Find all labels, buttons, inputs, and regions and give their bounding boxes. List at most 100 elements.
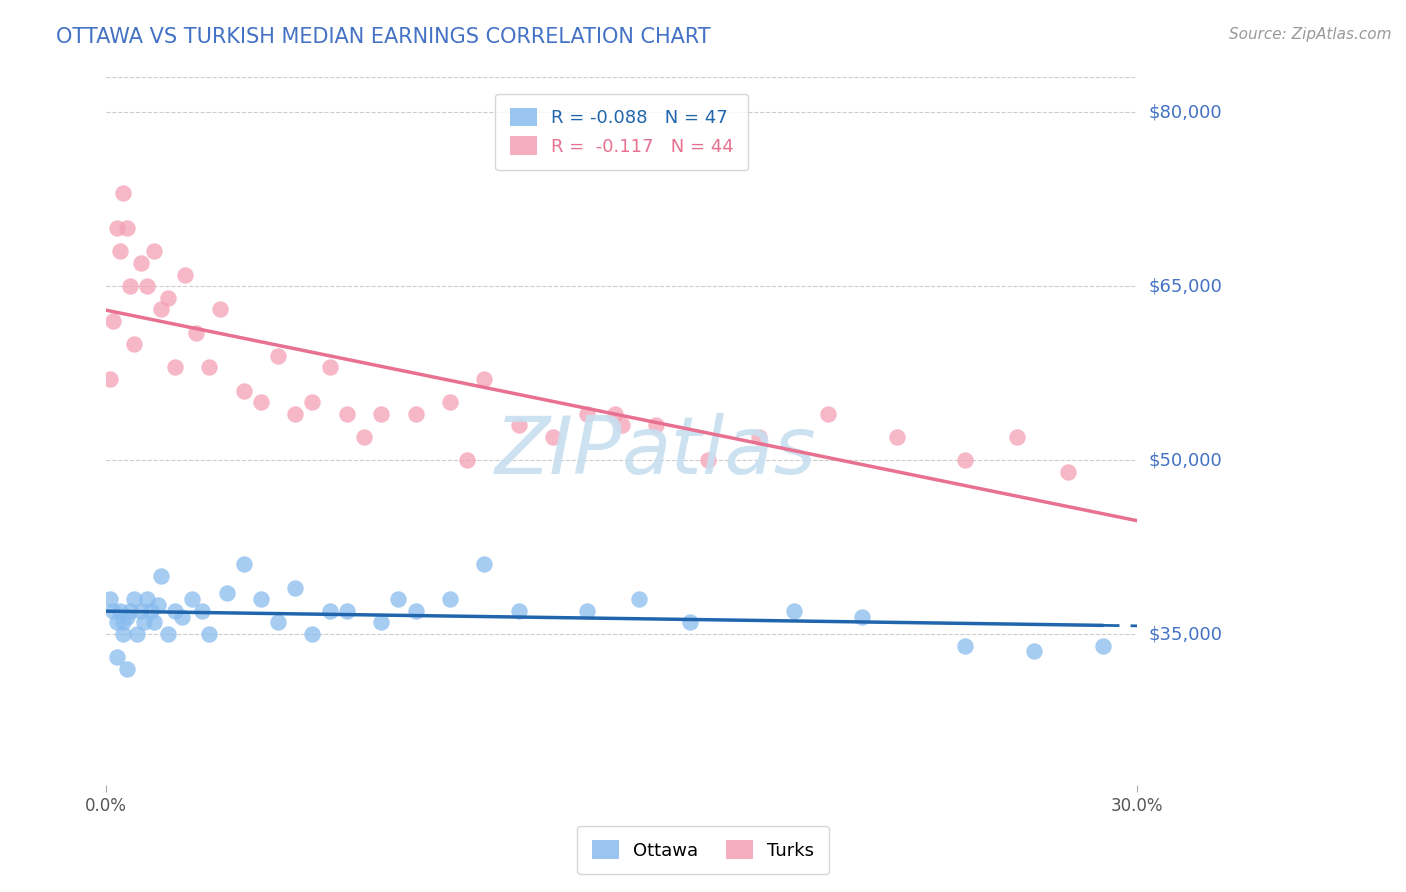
Point <box>782 604 804 618</box>
Point <box>301 395 323 409</box>
Point <box>886 430 908 444</box>
Point <box>108 244 131 259</box>
Text: atlas: atlas <box>621 413 817 491</box>
Text: Source: ZipAtlas.com: Source: ZipAtlas.com <box>1229 27 1392 42</box>
Point <box>508 418 530 433</box>
Text: ZIP: ZIP <box>495 413 621 491</box>
Point <box>115 662 138 676</box>
Point <box>122 337 145 351</box>
Point <box>170 609 193 624</box>
Point <box>851 609 873 624</box>
Point <box>696 453 718 467</box>
Point <box>336 604 359 618</box>
Point <box>284 407 307 421</box>
Point <box>105 650 128 665</box>
Point <box>472 558 495 572</box>
Point <box>127 627 149 641</box>
Point <box>132 615 155 630</box>
Point <box>508 604 530 618</box>
Point <box>232 558 254 572</box>
Point <box>146 598 169 612</box>
Point <box>157 627 180 641</box>
Point <box>576 407 599 421</box>
Point <box>181 592 204 607</box>
Point <box>136 279 159 293</box>
Point <box>250 395 273 409</box>
Point <box>108 604 131 618</box>
Point <box>405 407 427 421</box>
Point <box>318 360 340 375</box>
Point <box>112 615 135 630</box>
Point <box>120 279 142 293</box>
Point <box>1057 465 1080 479</box>
Text: $65,000: $65,000 <box>1149 277 1222 295</box>
Point <box>101 314 124 328</box>
Point <box>353 430 375 444</box>
Point <box>115 609 138 624</box>
Point <box>150 302 173 317</box>
Point <box>627 592 650 607</box>
Point <box>129 604 152 618</box>
Point <box>198 360 221 375</box>
Point <box>603 407 626 421</box>
Point <box>98 372 121 386</box>
Point <box>120 604 142 618</box>
Point <box>439 395 461 409</box>
Point <box>267 349 290 363</box>
Text: $50,000: $50,000 <box>1149 451 1222 469</box>
Point <box>250 592 273 607</box>
Point <box>456 453 478 467</box>
Point <box>267 615 290 630</box>
Point <box>208 302 231 317</box>
Point <box>1091 639 1114 653</box>
Point <box>184 326 207 340</box>
Text: $35,000: $35,000 <box>1149 625 1222 643</box>
Text: OTTAWA VS TURKISH MEDIAN EARNINGS CORRELATION CHART: OTTAWA VS TURKISH MEDIAN EARNINGS CORREL… <box>56 27 711 46</box>
Point <box>336 407 359 421</box>
Point <box>129 256 152 270</box>
Point <box>541 430 564 444</box>
Point <box>284 581 307 595</box>
Point <box>143 244 166 259</box>
Point <box>370 407 392 421</box>
Point <box>112 186 135 201</box>
Point <box>150 569 173 583</box>
Point <box>610 418 633 433</box>
Point <box>387 592 409 607</box>
Point <box>122 592 145 607</box>
Point <box>472 372 495 386</box>
Point <box>576 604 599 618</box>
Point <box>645 418 668 433</box>
Point <box>105 221 128 235</box>
Point <box>163 604 186 618</box>
Point <box>215 586 238 600</box>
Point <box>174 268 197 282</box>
Point <box>115 221 138 235</box>
Point <box>157 291 180 305</box>
Point <box>232 384 254 398</box>
Legend: R = -0.088   N = 47, R =  -0.117   N = 44: R = -0.088 N = 47, R = -0.117 N = 44 <box>495 94 748 170</box>
Point <box>143 615 166 630</box>
Point <box>955 639 977 653</box>
Point <box>112 627 135 641</box>
Legend: Ottawa, Turks: Ottawa, Turks <box>578 826 828 874</box>
Point <box>817 407 839 421</box>
Point <box>370 615 392 630</box>
Point <box>139 604 162 618</box>
Point <box>198 627 221 641</box>
Point <box>318 604 340 618</box>
Point <box>405 604 427 618</box>
Point <box>136 592 159 607</box>
Text: $80,000: $80,000 <box>1149 103 1222 121</box>
Point <box>1005 430 1028 444</box>
Point <box>191 604 214 618</box>
Point <box>748 430 770 444</box>
Point <box>105 615 128 630</box>
Point <box>439 592 461 607</box>
Point <box>679 615 702 630</box>
Point <box>101 604 124 618</box>
Point <box>98 592 121 607</box>
Point <box>301 627 323 641</box>
Point <box>955 453 977 467</box>
Point <box>1022 644 1045 658</box>
